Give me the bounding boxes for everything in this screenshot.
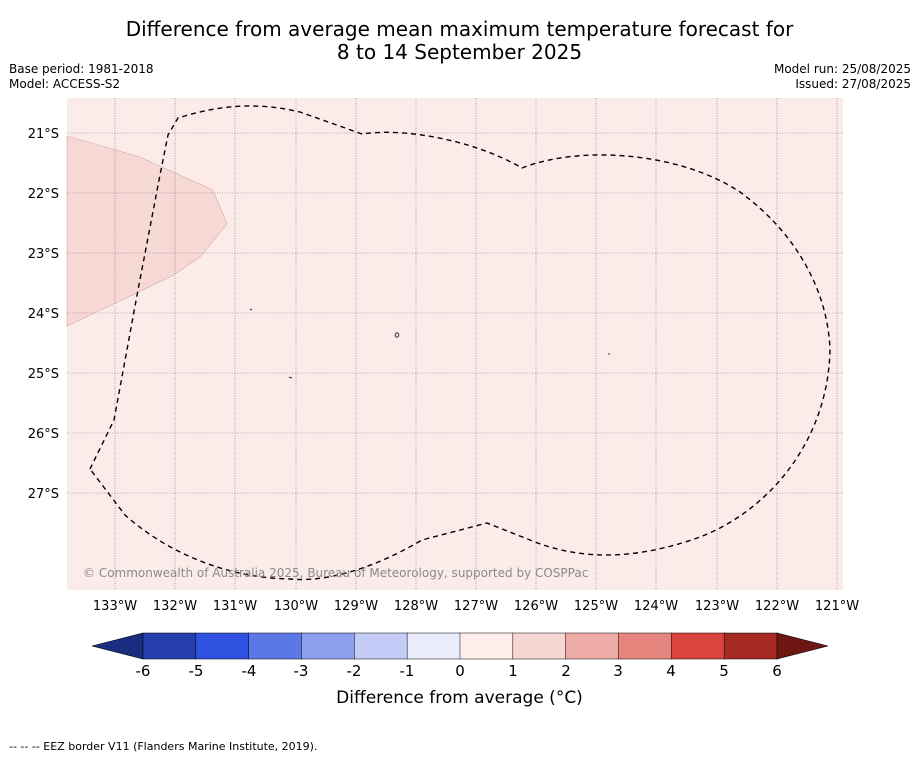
lat-label: 23°S [28, 247, 59, 262]
lon-label: 123°W [695, 599, 739, 614]
colorbar-segment [354, 632, 408, 660]
island [394, 332, 400, 338]
island [249, 308, 253, 311]
colorbar-tick: 3 [613, 662, 623, 680]
map-title: Difference from average mean maximum tem… [0, 18, 919, 64]
lon-label: 132°W [153, 599, 197, 614]
lon-label: 133°W [93, 599, 137, 614]
colorbar-tick: -2 [347, 662, 362, 680]
colorbar [91, 632, 829, 660]
model-run: Model run: 25/08/2025 [773, 62, 911, 76]
map-area [67, 98, 843, 590]
lon-label: 121°W [815, 599, 859, 614]
lon-label: 124°W [634, 599, 678, 614]
issued-date: Issued: 27/08/2025 [795, 77, 911, 91]
colorbar-tick: 2 [561, 662, 571, 680]
colorbar-tick: 1 [508, 662, 518, 680]
colorbar-segment [671, 632, 725, 660]
colorbar-label-text: Difference from average ( [336, 688, 556, 708]
model-name: Model: ACCESS-S2 [9, 77, 121, 91]
colorbar-tick: -1 [400, 662, 415, 680]
colorbar-extend-low [91, 632, 144, 660]
colorbar-segment [142, 632, 197, 660]
colorbar-segment [565, 632, 620, 660]
lat-label: 22°S [28, 187, 59, 202]
colorbar-tick: -6 [136, 662, 151, 680]
copyright-text: © Commonwealth of Australia 2025, Bureau… [83, 566, 588, 580]
colorbar-tick: 6 [772, 662, 782, 680]
lat-label: 26°S [28, 427, 59, 442]
warm-anomaly-region [66, 135, 228, 327]
left-metadata: Base period: 1981-2018 Model: ACCESS-S2 [9, 62, 154, 92]
eez-legend-note: -- -- -- EEZ border V11 (Flanders Marine… [9, 740, 318, 753]
colorbar-label-unit: °C) [555, 688, 583, 708]
lon-label: 130°W [274, 599, 318, 614]
colorbar-segment [618, 632, 672, 660]
lon-label: 125°W [574, 599, 618, 614]
title-line-1: Difference from average mean maximum tem… [125, 17, 794, 41]
lon-label: 127°W [454, 599, 498, 614]
colorbar-segment [248, 632, 303, 660]
gridlines [67, 98, 843, 590]
right-metadata: Model run: 25/08/2025 Issued: 27/08/2025 [774, 62, 911, 92]
lon-label: 129°W [334, 599, 378, 614]
colorbar-tick: 5 [719, 662, 729, 680]
colorbar-tick: -3 [294, 662, 309, 680]
lon-label: 122°W [755, 599, 799, 614]
lat-label: 24°S [28, 307, 59, 322]
colorbar-tick: 4 [666, 662, 676, 680]
eez-border [89, 105, 831, 581]
lat-label: 25°S [28, 367, 59, 382]
colorbar-segment [512, 632, 567, 660]
islands [249, 308, 610, 379]
lon-label: 128°W [394, 599, 438, 614]
colorbar-segment [406, 632, 461, 660]
colorbar-tick: 0 [455, 662, 465, 680]
colorbar-tick: -4 [242, 662, 257, 680]
colorbar-segment [195, 632, 250, 660]
island [288, 376, 293, 379]
colorbar-label: Difference from average (°C) [0, 688, 919, 708]
colorbar-tick: -5 [189, 662, 204, 680]
lat-label: 27°S [28, 487, 59, 502]
colorbar-segment [723, 632, 778, 660]
lon-label: 131°W [213, 599, 257, 614]
lon-label: 126°W [514, 599, 558, 614]
lat-label: 21°S [28, 127, 59, 142]
colorbar-segment [459, 632, 514, 660]
title-line-2: 8 to 14 September 2025 [336, 40, 583, 64]
colorbar-segment [301, 632, 355, 660]
colorbar-extend-high [776, 632, 829, 660]
base-period: Base period: 1981-2018 [9, 62, 154, 76]
